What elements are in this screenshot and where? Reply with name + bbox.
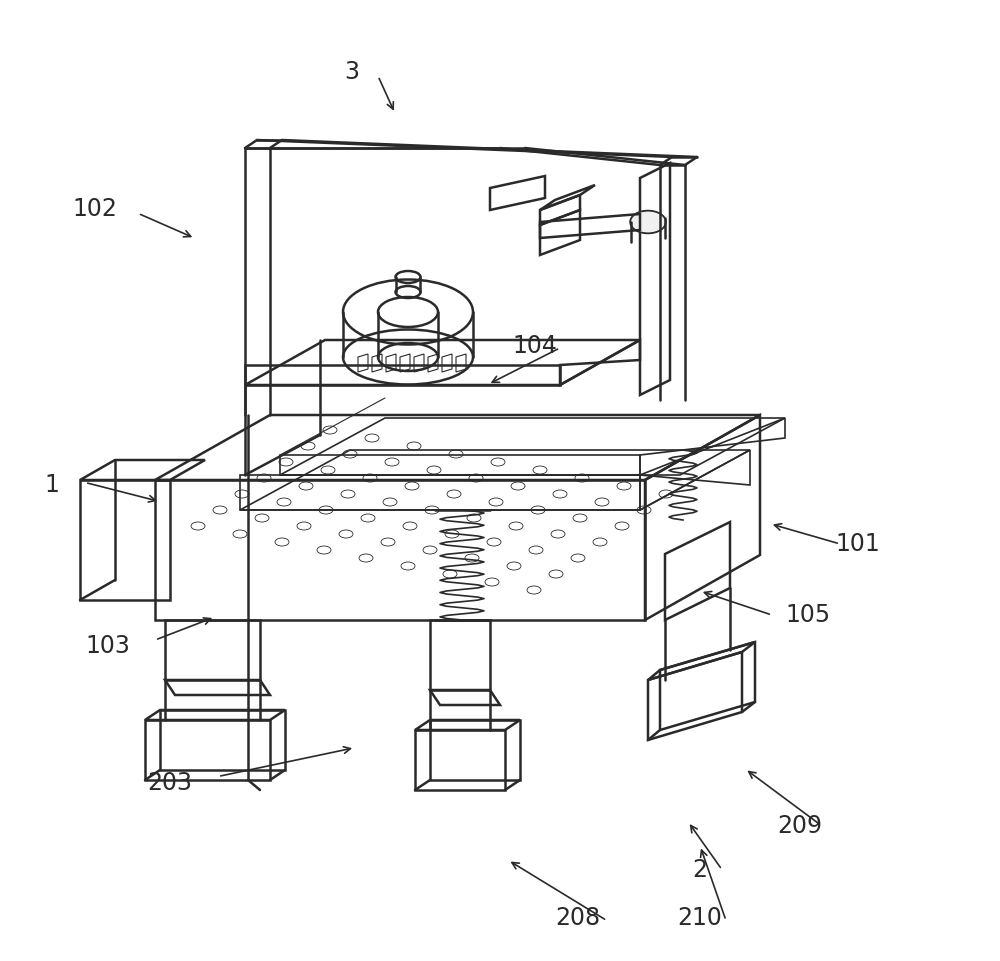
Text: 208: 208 <box>555 906 601 929</box>
Text: 203: 203 <box>148 772 192 795</box>
Ellipse shape <box>631 211 666 233</box>
Text: 101: 101 <box>836 532 880 555</box>
Text: 2: 2 <box>692 858 708 881</box>
Text: 105: 105 <box>785 604 831 627</box>
Text: 103: 103 <box>86 634 130 657</box>
Text: 210: 210 <box>678 906 722 929</box>
Text: 102: 102 <box>73 198 117 221</box>
Text: 104: 104 <box>513 334 557 357</box>
Text: 209: 209 <box>778 815 822 838</box>
Text: 1: 1 <box>45 474 59 497</box>
Text: 3: 3 <box>344 61 360 84</box>
